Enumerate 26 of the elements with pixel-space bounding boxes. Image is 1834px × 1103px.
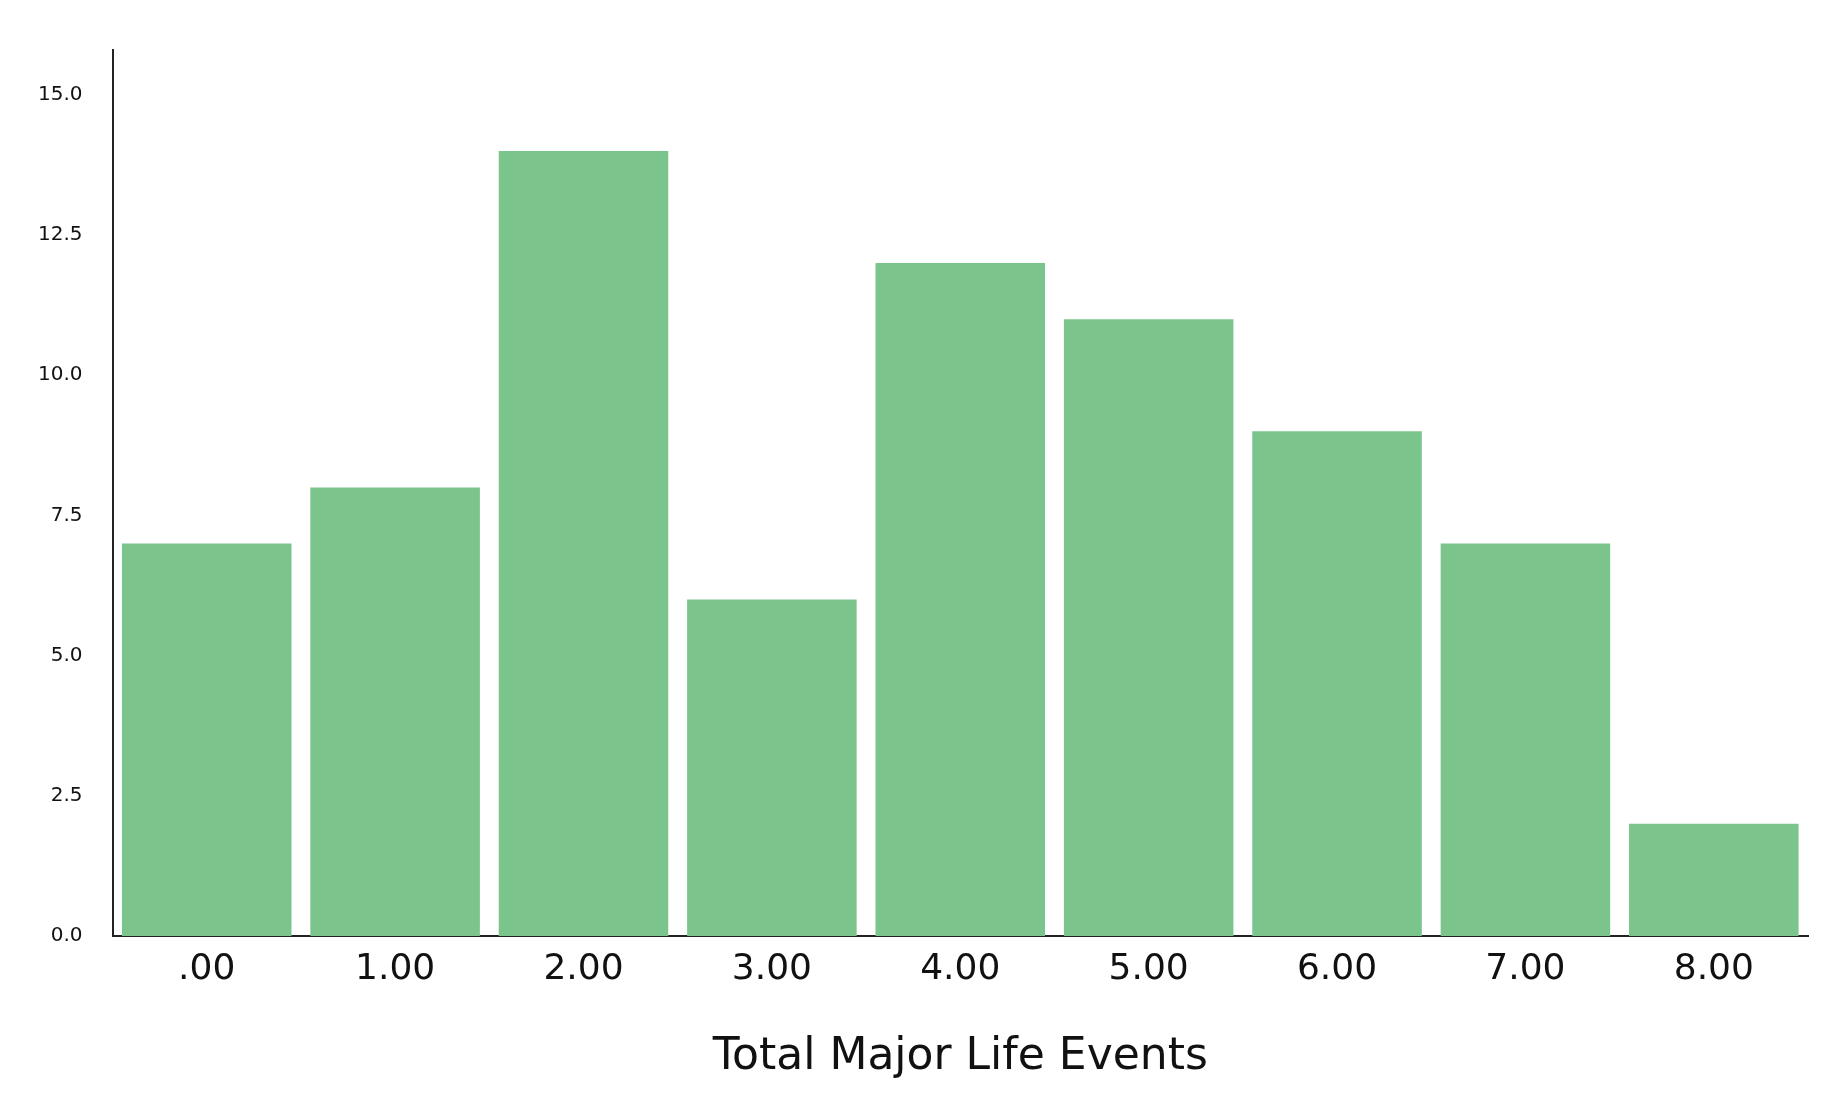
x-tick-label: 1.00 (355, 945, 436, 987)
x-tick-label: 4.00 (920, 945, 1001, 987)
bar (875, 263, 1046, 936)
x-tick-label: .00 (178, 945, 236, 987)
x-tick-label: 8.00 (1673, 945, 1754, 987)
bar (498, 150, 669, 936)
bar (687, 599, 857, 936)
bar (310, 487, 480, 936)
y-tick-label: 12.5 (38, 221, 83, 246)
y-tick-label: 0.0 (50, 922, 83, 947)
y-tick-label: 10.0 (38, 361, 83, 386)
y-tick-label: 2.5 (50, 782, 83, 807)
x-axis-title: Total Major Life Events (711, 1028, 1208, 1080)
y-tick-label: 5.0 (50, 641, 83, 666)
bar (1063, 319, 1234, 936)
x-tick-label: 2.00 (543, 945, 624, 987)
bar (1440, 543, 1611, 936)
x-tick-label: 3.00 (731, 945, 812, 987)
x-tick-label: 6.00 (1296, 945, 1378, 987)
bar (1629, 823, 1799, 936)
bar (1252, 431, 1422, 936)
x-tick-label: 7.00 (1485, 945, 1566, 987)
y-tick-label: 15.0 (38, 81, 83, 106)
x-tick-label: 5.00 (1108, 945, 1189, 987)
bar (121, 543, 292, 936)
y-tick-label: 7.5 (50, 501, 83, 526)
